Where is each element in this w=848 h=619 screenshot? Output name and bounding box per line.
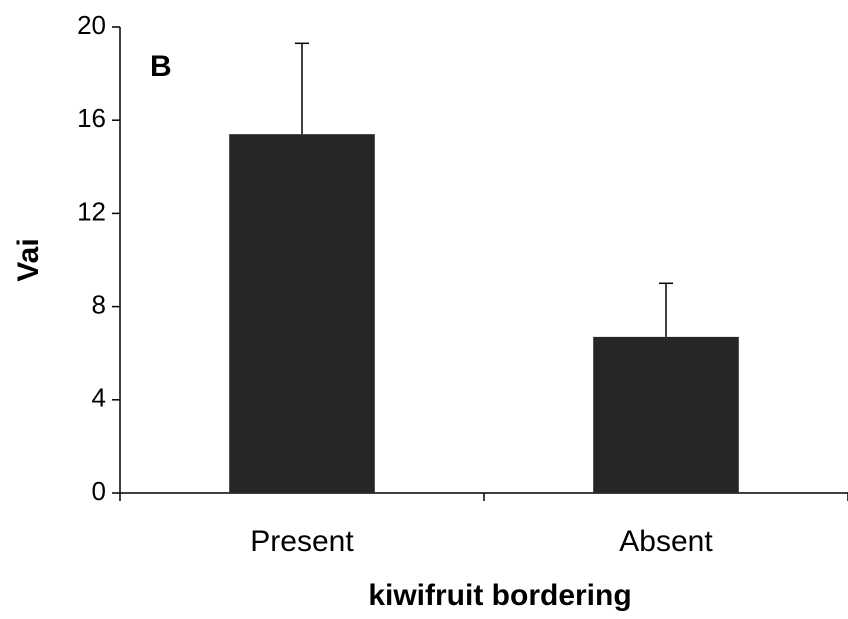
y-tick-label: 8 [92,289,106,319]
x-tick-label: Absent [619,525,713,558]
y-tick-label: 12 [77,196,106,226]
bar [229,134,375,493]
x-axis-label: kiwifruit bordering [368,579,631,612]
bar [593,336,739,493]
y-tick-label: 20 [77,10,106,40]
x-tick-label: Present [250,525,354,558]
y-tick-label: 0 [92,476,106,506]
panel-label: B [150,50,172,83]
y-tick-label: 4 [92,383,106,413]
y-tick-label: 16 [77,103,106,133]
y-axis-label: Vai [12,238,45,281]
